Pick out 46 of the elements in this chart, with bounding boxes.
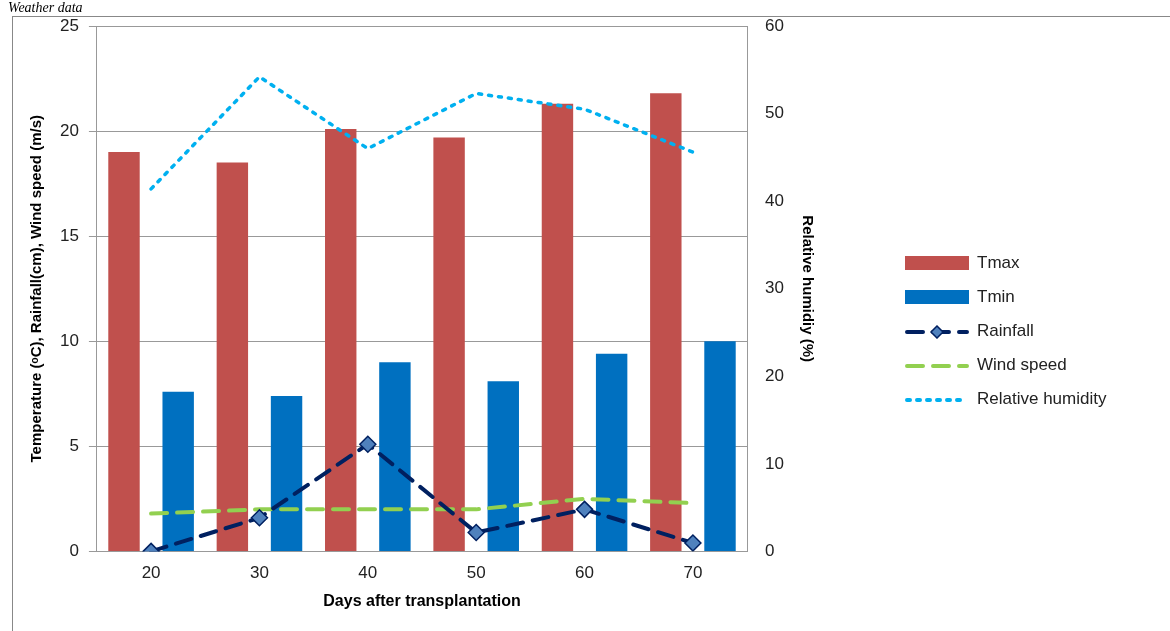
legend-label: Wind speed bbox=[977, 355, 1067, 375]
x-tick-label: 60 bbox=[575, 563, 595, 583]
legend-label: Tmax bbox=[977, 253, 1020, 273]
y2-tick-label: 60 bbox=[765, 15, 785, 35]
bar bbox=[216, 162, 249, 551]
x-axis-title: Days after transplantation bbox=[323, 591, 521, 609]
y-axis-title: Temperature (ᵒC), Rainfall(cm), Wind speed (m/s) bbox=[27, 114, 45, 463]
bar bbox=[379, 362, 411, 551]
bar bbox=[704, 341, 736, 551]
y2-tick-label: 0 bbox=[765, 541, 775, 561]
bar bbox=[541, 103, 574, 551]
y-tick-label: 0 bbox=[69, 541, 79, 561]
bar bbox=[650, 93, 682, 551]
x-tick-label: 40 bbox=[358, 563, 378, 583]
y2-tick-label: 30 bbox=[765, 278, 785, 298]
chart-title: Weather data bbox=[8, 0, 83, 16]
point bbox=[250, 509, 269, 527]
y-tick-label: 20 bbox=[59, 120, 79, 140]
y2-tick-label: 50 bbox=[765, 103, 785, 123]
legend-label: Tmin bbox=[977, 287, 1015, 307]
x-tick-label: 70 bbox=[683, 563, 703, 583]
legend-label: Rainfall bbox=[977, 321, 1034, 341]
y-tick-label: 25 bbox=[59, 15, 79, 35]
legend-label: Relative humidity bbox=[977, 389, 1107, 409]
point bbox=[359, 435, 377, 453]
y-tick-label: 15 bbox=[59, 225, 79, 245]
bar bbox=[325, 128, 357, 551]
y-tick-label: 5 bbox=[69, 436, 79, 456]
point bbox=[684, 534, 702, 552]
x-tick-label: 30 bbox=[249, 563, 269, 583]
x-tick-label: 20 bbox=[141, 563, 161, 583]
y-tick-label: 10 bbox=[59, 330, 79, 350]
y2-tick-label: 10 bbox=[765, 453, 785, 473]
y2-tick-label: 20 bbox=[765, 365, 785, 385]
bar bbox=[270, 395, 303, 551]
bar bbox=[108, 152, 140, 551]
point bbox=[575, 500, 594, 519]
bar bbox=[595, 353, 628, 551]
y2-axis-title: Relative humidiy (%) bbox=[799, 215, 817, 363]
line-series bbox=[149, 75, 695, 191]
point bbox=[467, 523, 485, 542]
bar bbox=[162, 391, 194, 551]
bar bbox=[487, 381, 519, 551]
y2-tick-label: 40 bbox=[765, 190, 785, 210]
x-tick-label: 50 bbox=[466, 563, 486, 583]
bar bbox=[433, 137, 465, 551]
